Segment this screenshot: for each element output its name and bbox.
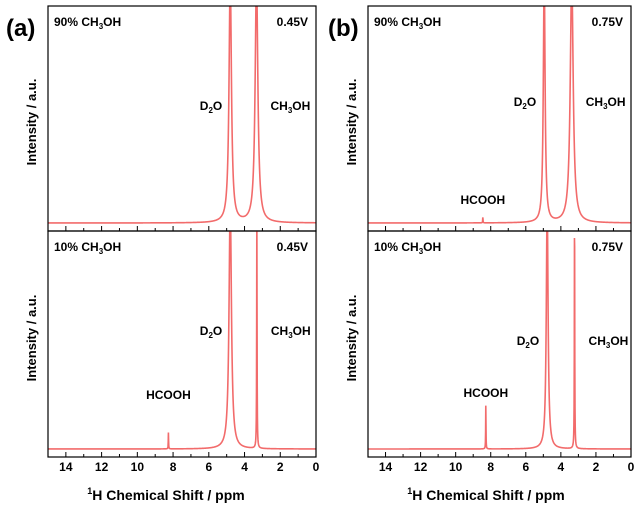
peak-label-b-top-ch3oh-post: OH	[608, 95, 626, 109]
y-axis-label-b-bottom: Intensity / a.u.	[344, 295, 359, 382]
corner-label-a-bottom-sub: 3	[99, 247, 104, 256]
x-tick-label-a-bottom-12: 12	[95, 460, 109, 474]
peak-label-a-bottom-ch3oh-sub: 3	[288, 331, 293, 340]
peak-label-a-bottom-ch3oh-post: OH	[293, 324, 311, 338]
spectrum-line-a-top	[48, 6, 316, 224]
peak-label-a-bottom-d2o-pre: D	[200, 324, 209, 338]
spectrum-line-a-bottom	[48, 231, 316, 450]
x-tick-label-a-bottom-6: 6	[205, 460, 212, 474]
peak-label-a-bottom-d2o: D2O	[200, 324, 222, 340]
corner-label-a-bottom-pre: 10% CH	[54, 240, 99, 254]
x-tick-label-b-bottom-6: 6	[522, 460, 529, 474]
corner-label-b-top-pre: 90% CH	[374, 15, 419, 29]
corner-label-a-top: 90% CH3OH	[54, 15, 121, 31]
voltage-label-b-top: 0.75V	[592, 15, 623, 29]
peak-label-b-bottom-hcooh-pre: HCOOH	[463, 386, 508, 400]
peak-label-a-top-d2o-pre: D	[200, 99, 209, 113]
peak-label-a-bottom-hcooh-pre: HCOOH	[146, 388, 191, 402]
peak-label-b-top-hcooh-pre: HCOOH	[461, 193, 506, 207]
peak-label-b-bottom-ch3oh: CH3OH	[589, 334, 629, 350]
x-tick-label-b-bottom-4: 4	[558, 460, 565, 474]
peak-label-a-top-d2o: D2O	[200, 99, 222, 115]
x-axis-label-b-main: H Chemical Shift / ppm	[412, 487, 564, 503]
x-tick-label-a-bottom-14: 14	[59, 460, 73, 474]
corner-label-a-bottom: 10% CH3OH	[54, 240, 121, 256]
peak-label-b-bottom-hcooh: HCOOH	[463, 386, 508, 400]
peak-label-b-bottom-ch3oh-sub: 3	[606, 341, 611, 350]
corner-label-a-top-pre: 90% CH	[54, 15, 99, 29]
x-tick-label-b-bottom-10: 10	[449, 460, 463, 474]
peak-label-a-top-ch3oh-post: OH	[292, 99, 310, 113]
peak-label-b-bottom-d2o-pre: D	[517, 334, 526, 348]
x-axis-label-b-sup: 1	[407, 486, 412, 496]
corner-label-b-bottom: 10% CH3OH	[374, 240, 441, 256]
x-tick-label-b-bottom-8: 8	[487, 460, 494, 474]
corner-label-b-top: 90% CH3OH	[374, 15, 441, 31]
plot-frame-a-top	[47, 5, 317, 232]
peak-label-b-bottom-d2o: D2O	[517, 334, 539, 350]
peak-label-b-top-d2o-post: O	[527, 95, 536, 109]
x-axis-label-b: 1H Chemical Shift / ppm	[407, 486, 564, 503]
voltage-label-b-bottom: 0.75V	[592, 240, 623, 254]
y-axis-label-a-bottom: Intensity / a.u.	[24, 295, 39, 382]
corner-label-b-bottom-post: OH	[423, 240, 441, 254]
peak-label-a-bottom-ch3oh: CH3OH	[271, 324, 311, 340]
peak-label-b-bottom-d2o-post: O	[530, 334, 539, 348]
x-axis-label-a: 1H Chemical Shift / ppm	[87, 486, 244, 503]
peak-label-a-top-d2o-post: O	[213, 99, 222, 113]
peak-label-a-bottom-ch3oh-pre: CH	[271, 324, 288, 338]
peak-label-b-bottom-ch3oh-pre: CH	[589, 334, 606, 348]
peak-label-b-top-hcooh: HCOOH	[461, 193, 506, 207]
peak-label-b-bottom-d2o-sub: 2	[525, 341, 530, 350]
peak-label-b-top-d2o-pre: D	[514, 95, 523, 109]
peak-label-a-top-ch3oh-sub: 3	[288, 106, 293, 115]
peak-label-b-top-d2o-sub: 2	[522, 102, 527, 111]
corner-label-a-top-sub: 3	[99, 22, 104, 31]
panel-label-a: (a)	[6, 15, 35, 42]
peak-label-a-bottom-d2o-post: O	[213, 324, 222, 338]
peak-label-b-bottom-ch3oh-post: OH	[610, 334, 628, 348]
corner-label-b-top-post: OH	[423, 15, 441, 29]
peak-label-b-top-ch3oh-sub: 3	[603, 102, 608, 111]
y-axis-label-a-top: Intensity / a.u.	[24, 79, 39, 166]
peak-label-a-top-ch3oh: CH3OH	[271, 99, 311, 115]
x-tick-label-a-bottom-10: 10	[131, 460, 145, 474]
peak-label-b-top-d2o: D2O	[514, 95, 536, 111]
x-axis-label-a-main: H Chemical Shift / ppm	[92, 487, 244, 503]
x-tick-label-b-bottom-2: 2	[593, 460, 600, 474]
panel-label-b: (b)	[328, 15, 359, 42]
corner-label-b-top-sub: 3	[419, 22, 424, 31]
peak-label-a-bottom-d2o-sub: 2	[208, 331, 213, 340]
peak-label-a-top-ch3oh-pre: CH	[271, 99, 288, 113]
voltage-label-a-top: 0.45V	[277, 15, 308, 29]
y-axis-label-b-top: Intensity / a.u.	[344, 79, 359, 166]
x-tick-label-a-bottom-0: 0	[313, 460, 320, 474]
x-tick-label-b-bottom-12: 12	[414, 460, 428, 474]
x-tick-label-b-bottom-0: 0	[628, 460, 635, 474]
spectrum-line-b-bottom	[368, 231, 631, 450]
spectrum-line-b-top	[368, 6, 631, 224]
plot-frame-a-bottom	[47, 230, 317, 458]
peak-label-b-top-ch3oh-pre: CH	[586, 95, 603, 109]
peak-label-a-top-d2o-sub: 2	[208, 106, 213, 115]
corner-label-b-bottom-sub: 3	[419, 247, 424, 256]
peak-label-b-top-ch3oh: CH3OH	[586, 95, 626, 111]
x-tick-label-b-bottom-14: 14	[379, 460, 393, 474]
x-tick-label-a-bottom-8: 8	[170, 460, 177, 474]
x-tick-label-a-bottom-4: 4	[241, 460, 248, 474]
corner-label-a-top-post: OH	[103, 15, 121, 29]
x-tick-label-a-bottom-2: 2	[277, 460, 284, 474]
voltage-label-a-bottom: 0.45V	[277, 240, 308, 254]
x-axis-label-a-sup: 1	[87, 486, 92, 496]
corner-label-a-bottom-post: OH	[103, 240, 121, 254]
plot-frame-b-bottom	[367, 230, 632, 458]
peak-label-a-bottom-hcooh: HCOOH	[146, 388, 191, 402]
corner-label-b-bottom-pre: 10% CH	[374, 240, 419, 254]
